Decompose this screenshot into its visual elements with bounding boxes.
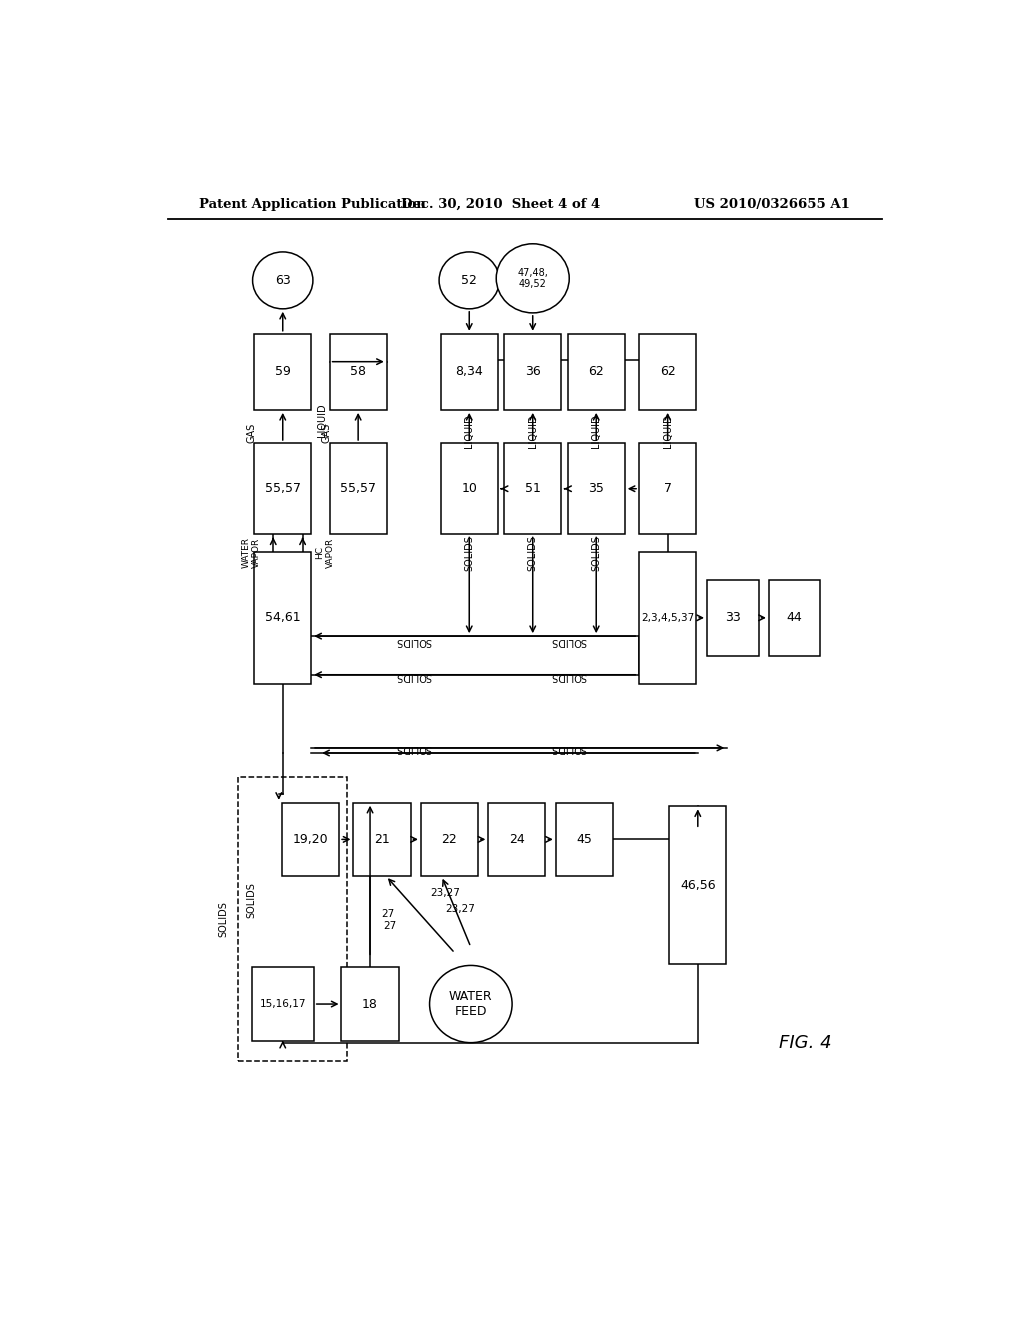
Text: 15,16,17: 15,16,17: [259, 999, 306, 1008]
Text: SOLIDS: SOLIDS: [551, 636, 587, 645]
Text: 63: 63: [274, 273, 291, 286]
Text: 52: 52: [461, 273, 477, 286]
Text: SOLIDS: SOLIDS: [591, 535, 601, 570]
Text: 24: 24: [509, 833, 524, 846]
Text: US 2010/0326655 A1: US 2010/0326655 A1: [694, 198, 850, 211]
Text: HC
VAPOR: HC VAPOR: [315, 537, 335, 568]
Text: 21: 21: [374, 833, 390, 846]
FancyBboxPatch shape: [567, 444, 625, 535]
Text: LIQUID: LIQUID: [663, 414, 673, 447]
Text: 58: 58: [350, 366, 367, 379]
Text: 22: 22: [441, 833, 458, 846]
FancyBboxPatch shape: [254, 334, 311, 411]
Text: 54,61: 54,61: [265, 611, 301, 624]
Text: 51: 51: [524, 482, 541, 495]
FancyBboxPatch shape: [353, 803, 411, 876]
Text: SOLIDS: SOLIDS: [551, 672, 587, 681]
Ellipse shape: [253, 252, 313, 309]
Text: WATER
FEED: WATER FEED: [449, 990, 493, 1018]
Text: SOLIDS: SOLIDS: [395, 743, 432, 754]
FancyBboxPatch shape: [440, 444, 498, 535]
FancyBboxPatch shape: [488, 803, 546, 876]
Text: GAS: GAS: [246, 422, 256, 444]
Text: 8,34: 8,34: [456, 366, 483, 379]
Text: 27: 27: [381, 908, 394, 919]
Text: SOLIDS: SOLIDS: [395, 672, 432, 681]
Text: 23,27: 23,27: [430, 888, 461, 898]
FancyBboxPatch shape: [330, 444, 387, 535]
FancyBboxPatch shape: [639, 444, 696, 535]
FancyBboxPatch shape: [639, 334, 696, 411]
FancyBboxPatch shape: [769, 579, 820, 656]
Text: WATER
VAPOR: WATER VAPOR: [242, 537, 261, 569]
FancyBboxPatch shape: [252, 968, 313, 1040]
FancyBboxPatch shape: [254, 444, 311, 535]
Text: LIQUID: LIQUID: [527, 414, 538, 447]
FancyBboxPatch shape: [504, 444, 561, 535]
Text: 59: 59: [274, 366, 291, 379]
Text: 55,57: 55,57: [340, 482, 376, 495]
Text: SOLIDS: SOLIDS: [527, 535, 538, 570]
FancyBboxPatch shape: [421, 803, 478, 876]
Text: 55,57: 55,57: [265, 482, 301, 495]
FancyBboxPatch shape: [639, 552, 696, 684]
Text: 7: 7: [664, 482, 672, 495]
Ellipse shape: [439, 252, 500, 309]
Text: LIQUID: LIQUID: [317, 404, 328, 437]
Text: LIQUID: LIQUID: [464, 414, 474, 447]
Text: 44: 44: [786, 611, 803, 624]
Text: 27: 27: [383, 921, 396, 931]
FancyBboxPatch shape: [440, 334, 498, 411]
FancyBboxPatch shape: [330, 334, 387, 411]
Text: 35: 35: [588, 482, 604, 495]
Text: SOLIDS: SOLIDS: [395, 636, 432, 645]
Text: 19,20: 19,20: [293, 833, 329, 846]
Text: 47,48,
49,52: 47,48, 49,52: [517, 268, 548, 289]
Text: 33: 33: [725, 611, 740, 624]
FancyBboxPatch shape: [567, 334, 625, 411]
Text: SOLIDS: SOLIDS: [218, 902, 228, 937]
Text: 45: 45: [577, 833, 592, 846]
FancyBboxPatch shape: [341, 968, 398, 1040]
Text: GAS: GAS: [322, 422, 332, 444]
Text: FIG. 4: FIG. 4: [778, 1034, 831, 1052]
Text: 18: 18: [362, 998, 378, 1011]
Text: Patent Application Publication: Patent Application Publication: [200, 198, 426, 211]
Text: 23,27: 23,27: [444, 903, 475, 913]
Ellipse shape: [497, 244, 569, 313]
Text: Dec. 30, 2010  Sheet 4 of 4: Dec. 30, 2010 Sheet 4 of 4: [401, 198, 601, 211]
Ellipse shape: [430, 965, 512, 1043]
FancyBboxPatch shape: [670, 807, 726, 964]
Text: 36: 36: [525, 366, 541, 379]
Text: 62: 62: [659, 366, 676, 379]
Text: 62: 62: [589, 366, 604, 379]
FancyBboxPatch shape: [556, 803, 613, 876]
Text: 10: 10: [461, 482, 477, 495]
FancyBboxPatch shape: [707, 579, 759, 656]
Text: 2,3,4,5,37: 2,3,4,5,37: [641, 612, 694, 623]
FancyBboxPatch shape: [282, 803, 339, 876]
FancyBboxPatch shape: [504, 334, 561, 411]
Text: LIQUID: LIQUID: [591, 414, 601, 447]
Text: SOLIDS: SOLIDS: [246, 883, 256, 919]
Text: 46,56: 46,56: [680, 879, 716, 891]
Text: SOLIDS: SOLIDS: [464, 535, 474, 570]
FancyBboxPatch shape: [254, 552, 311, 684]
Text: SOLIDS: SOLIDS: [551, 743, 587, 754]
